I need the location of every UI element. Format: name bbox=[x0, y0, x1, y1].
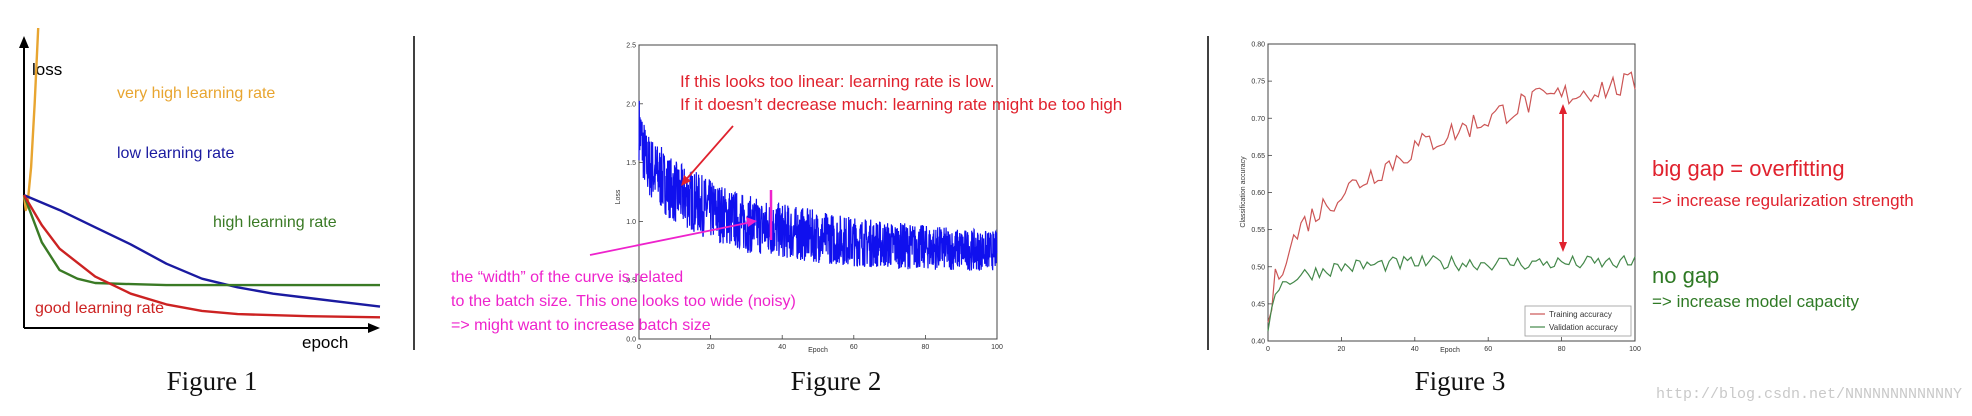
figure-3-legend-validation: Validation accuracy bbox=[1549, 323, 1618, 332]
figure-1-legend-low: low learning rate bbox=[117, 145, 235, 162]
figure-1-legend-high: high learning rate bbox=[213, 214, 337, 231]
figure-2-xtick-label: 20 bbox=[707, 344, 715, 351]
figure-1-series-0-line bbox=[22, 27, 40, 212]
figure-3-annotation-nogap-title: no gap bbox=[1652, 263, 1719, 288]
figure-2-loss-curve bbox=[638, 100, 998, 271]
figure-2-annotation-magenta-line-2: to the batch size. This one looks too wi… bbox=[451, 293, 796, 310]
figure-2-xlabel: Epoch bbox=[808, 347, 828, 354]
figure-3-annotation-overfitting-title: big gap = overfitting bbox=[1652, 156, 1845, 181]
figure-2-ytick-label: 2.0 bbox=[626, 101, 636, 108]
figure-3-training-curve bbox=[1267, 71, 1636, 323]
figure-3-xtick-label: 0 bbox=[1266, 346, 1270, 353]
figure-3-xtick-label: 40 bbox=[1411, 346, 1419, 353]
figure-1-legend-good: good learning rate bbox=[35, 300, 164, 317]
figure-2-xtick-label: 100 bbox=[991, 344, 1003, 351]
figure-3-ytick-label: 0.60 bbox=[1251, 190, 1265, 197]
figure-3-xtick-label: 80 bbox=[1558, 346, 1566, 353]
figure-3-gap-arrow-top-icon bbox=[1559, 104, 1567, 114]
figure-3-ytick-label: 0.55 bbox=[1251, 227, 1265, 234]
figure-3-legend: Training accuracy Validation accuracy bbox=[1524, 305, 1632, 337]
figure-2-ytick-label: 2.5 bbox=[626, 43, 636, 50]
figure-1-x-arrow-icon bbox=[368, 323, 380, 333]
figure-3-xtick-label: 100 bbox=[1629, 346, 1641, 353]
figure-2-magenta-arrow bbox=[589, 221, 753, 256]
figure-1-series-1-line bbox=[23, 194, 381, 308]
figure-3-xlabel: Epoch bbox=[1440, 347, 1460, 354]
figure-2-annotation-red-line-1: If this looks too linear: learning rate … bbox=[680, 72, 995, 91]
figure-3-ytick-label: 0.40 bbox=[1251, 339, 1265, 346]
figure-3-ylabel: Classification accuracy bbox=[1240, 156, 1247, 228]
figure-3-ytick-label: 0.80 bbox=[1251, 42, 1265, 49]
figure-1: loss epoch very high learning rate low l… bbox=[19, 27, 381, 396]
figure-3-xtick-label: 60 bbox=[1484, 346, 1492, 353]
figure-3-validation-curve bbox=[1267, 254, 1636, 332]
figure-3-annotation-overfitting-subtitle: => increase regularization strength bbox=[1652, 191, 1914, 210]
figure-3-caption: Figure 3 bbox=[1415, 366, 1506, 396]
figure-3-ytick-label: 0.75 bbox=[1251, 79, 1265, 86]
figure-2-annotation-magenta-line-1: the “width” of the curve is related bbox=[451, 269, 683, 286]
figure-2-annotation-magenta-line-3: => might want to increase batch size bbox=[451, 317, 711, 334]
figure-2-ytick-label: 0.5 bbox=[626, 278, 636, 285]
figure-1-ylabel: loss bbox=[32, 60, 62, 79]
figure-2-magenta-arrow-head-icon bbox=[746, 217, 757, 227]
figure-3-legend-training: Training accuracy bbox=[1549, 310, 1612, 319]
figure-2-xtick-label: 0 bbox=[637, 344, 641, 351]
figure-2-xtick-label: 60 bbox=[850, 344, 858, 351]
figure-3-legend-box bbox=[1524, 305, 1632, 337]
figure-3-ytick-label: 0.50 bbox=[1251, 264, 1265, 271]
figure-2-plot-frame bbox=[638, 44, 998, 340]
figure-3: 0 20 40 60 80 100 0.40 0.45 0.50 0.55 0.60 0.65 0.70… bbox=[1240, 42, 1914, 397]
figure-3-xtick-label: 20 bbox=[1338, 346, 1346, 353]
figure-2-ytick-label: 1.0 bbox=[626, 219, 636, 226]
figure-2-red-arrow-head-icon bbox=[681, 175, 691, 186]
figure-2-red-arrow bbox=[682, 125, 734, 184]
figure-2-ytick-label: 1.5 bbox=[626, 160, 636, 167]
figure-3-ytick-label: 0.65 bbox=[1251, 153, 1265, 160]
figure-1-xlabel: epoch bbox=[302, 333, 348, 352]
figure-2-caption: Figure 2 bbox=[791, 366, 882, 396]
figure-1-y-arrow-icon bbox=[19, 36, 29, 48]
figure-3-plot-frame bbox=[1267, 43, 1636, 342]
figure-2-xtick-label: 80 bbox=[922, 344, 930, 351]
figure-3-annotation-nogap-subtitle: => increase model capacity bbox=[1652, 292, 1859, 311]
figure-3-gap-arrow-bottom-icon bbox=[1559, 242, 1567, 252]
figure-3-ytick-label: 0.45 bbox=[1251, 301, 1265, 308]
figure-3-ytick-label: 0.70 bbox=[1251, 116, 1265, 123]
figure-2-ytick-label: 0.0 bbox=[626, 337, 636, 344]
figure-2: 0 20 40 60 80 100 0.0 0.5 1.0 1.5 2.0 2.5 Loss Epoc… bbox=[451, 43, 1122, 397]
figure-1-series-3-line bbox=[22, 194, 381, 319]
figure-1-legend-very-high: very high learning rate bbox=[117, 85, 275, 102]
figure-1-series-2-line bbox=[22, 194, 380, 287]
watermark: http://blog.csdn.net/NNNNNNNNNNNNY bbox=[1656, 386, 1962, 403]
figure-1-caption: Figure 1 bbox=[167, 366, 258, 396]
figure-2-ylabel: Loss bbox=[615, 189, 622, 204]
figure-2-xtick-label: 40 bbox=[778, 344, 786, 351]
figure-2-annotation-red-line-2: If it doesn’t decrease much: learning ra… bbox=[680, 95, 1122, 114]
